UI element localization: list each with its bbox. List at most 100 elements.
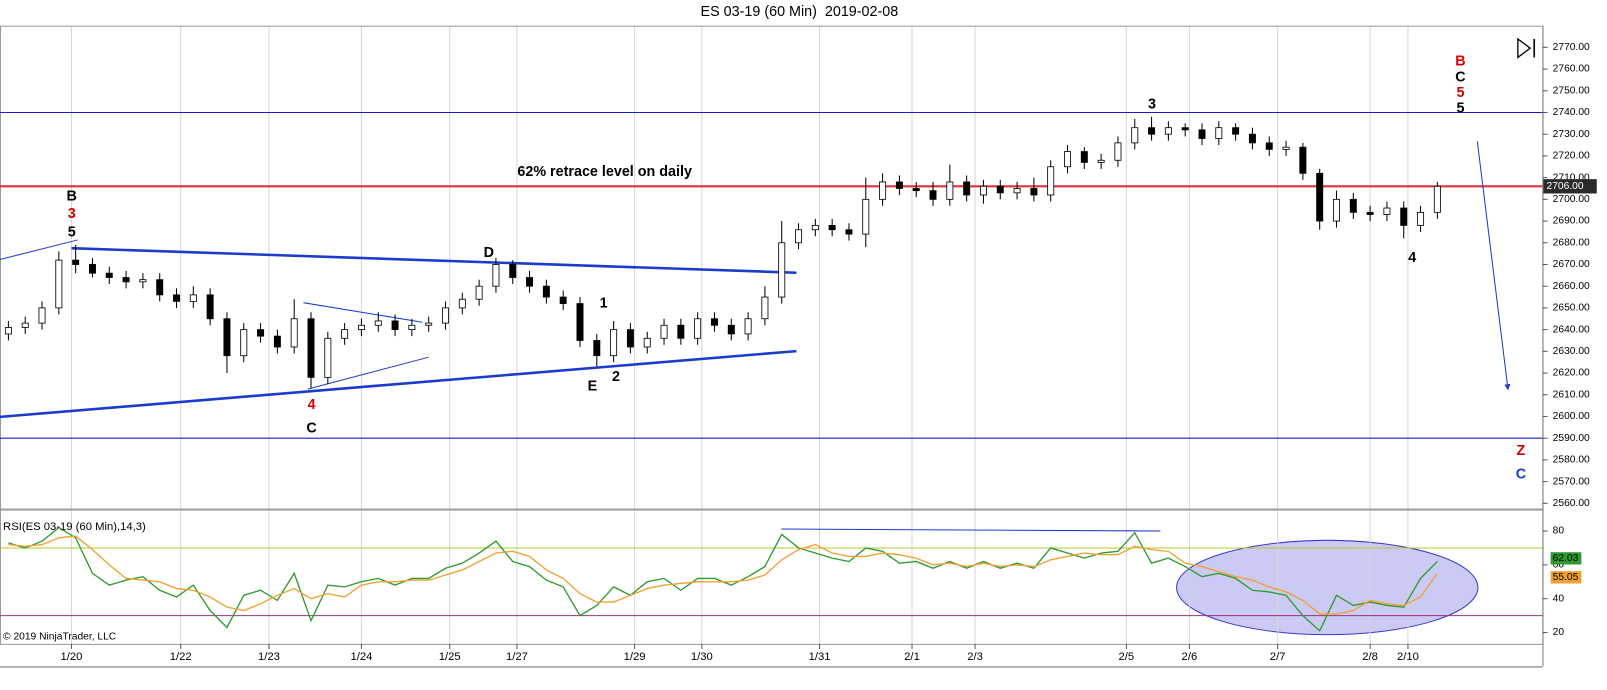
candle-body <box>324 337 332 378</box>
candle-body <box>1433 185 1441 213</box>
x-tick-label: 2/7 <box>1270 651 1286 663</box>
y-tick-label: 2730.00 <box>1553 129 1590 140</box>
wave-label: B <box>1455 53 1465 69</box>
candle-body <box>862 198 870 235</box>
candle-body <box>307 318 315 378</box>
candle-body <box>173 294 181 302</box>
candle-body <box>475 285 483 300</box>
candle-body <box>1282 146 1290 150</box>
candle-body <box>290 318 298 348</box>
candle-body <box>1248 133 1256 144</box>
candle-body <box>72 259 80 265</box>
candle-body <box>341 329 349 339</box>
candle-body <box>828 224 836 231</box>
candle-body <box>1366 211 1374 215</box>
y-tick-label: 2630.00 <box>1553 346 1590 357</box>
candle-body <box>761 296 769 320</box>
candle-body <box>1417 211 1425 226</box>
wave-label: 4 <box>1408 250 1416 266</box>
candle-body <box>996 185 1004 194</box>
chart-title: ES 03-19 (60 Min) 2019-02-08 <box>701 4 899 20</box>
candle-body <box>778 242 786 298</box>
candle-body <box>357 324 365 331</box>
y-tick-label: 60 <box>1553 560 1565 571</box>
y-tick-label: 2720.00 <box>1553 151 1590 162</box>
candle-body <box>576 303 584 341</box>
candle-body <box>593 340 601 357</box>
highlight-ellipse <box>1176 539 1479 636</box>
candle-body <box>929 190 937 200</box>
y-tick-label: 2670.00 <box>1553 259 1590 270</box>
candle-body <box>879 181 887 200</box>
y-tick-label: 2640.00 <box>1553 324 1590 335</box>
candle-body <box>946 181 954 200</box>
candle-body <box>509 264 517 278</box>
candle-body <box>189 294 197 302</box>
wave-label: 62% retrace level on daily <box>517 164 692 180</box>
candle-body <box>1064 151 1071 168</box>
wave-label: 5 <box>1456 100 1464 116</box>
y-tick-label: 2610.00 <box>1553 389 1590 400</box>
trend-line <box>0 349 797 419</box>
x-tick-label: 1/31 <box>809 651 831 663</box>
wave-label: 3 <box>1148 96 1156 112</box>
candle-body <box>1148 127 1156 135</box>
candle-body <box>206 294 214 320</box>
play-icon[interactable] <box>1517 37 1536 59</box>
trend-line <box>781 528 1161 532</box>
candle-body <box>21 322 29 328</box>
candle-body <box>610 329 618 357</box>
candle-body <box>458 298 466 309</box>
x-tick-label: 2/3 <box>967 651 983 663</box>
candle-body <box>1198 129 1206 139</box>
rsi-label: RSI(ES 03-19 (60 Min),14,3) <box>3 521 146 533</box>
candle-body <box>845 229 853 235</box>
y-tick-label: 2620.00 <box>1553 368 1590 379</box>
candle-body <box>1131 127 1139 144</box>
wave-label: 2 <box>612 369 620 385</box>
candle-body <box>273 335 281 348</box>
candle-body <box>727 324 735 335</box>
x-tick-label: 1/27 <box>506 651 528 663</box>
candle-body <box>1316 172 1324 222</box>
candle-body <box>526 277 534 287</box>
x-tick-label: 1/25 <box>439 651 461 663</box>
trend-line <box>0 239 78 260</box>
trend-line <box>303 302 423 323</box>
candle-body <box>139 279 147 283</box>
x-tick-label: 2/1 <box>904 651 920 663</box>
x-tick-label: 1/24 <box>350 651 372 663</box>
wave-label: 3 <box>68 206 76 222</box>
y-tick-label: 2770.00 <box>1553 42 1590 53</box>
play-triangle[interactable] <box>1517 37 1532 59</box>
candle-body <box>811 224 819 231</box>
y-tick-label: 2760.00 <box>1553 64 1590 75</box>
candle-body <box>1080 151 1088 163</box>
candle-body <box>1181 127 1189 131</box>
copyright: © 2019 NinjaTrader, LLC <box>3 631 117 642</box>
wave-label: 5 <box>68 225 76 241</box>
price-marker-label: 2706.00 <box>1547 181 1584 192</box>
x-tick-label: 1/30 <box>691 651 713 663</box>
y-tick-label: 2650.00 <box>1553 303 1590 314</box>
candle-body <box>1232 127 1240 135</box>
x-tick-label: 1/20 <box>60 651 82 663</box>
candle-body <box>1114 142 1122 161</box>
candle-body <box>408 324 416 331</box>
candle-body <box>105 272 113 278</box>
candle-body <box>1047 166 1055 196</box>
y-tick-label: 2560.00 <box>1553 498 1590 509</box>
wave-label: D <box>484 245 494 261</box>
candle-body <box>1215 127 1223 139</box>
candle-body <box>979 185 987 196</box>
candle-body <box>795 229 803 244</box>
candle-body <box>240 329 248 357</box>
candle-body <box>1265 142 1273 150</box>
wave-label: 4 <box>308 397 316 413</box>
candle-body <box>643 337 651 348</box>
candle-body <box>963 181 971 196</box>
x-tick-label: 2/6 <box>1182 651 1198 663</box>
candle-body <box>4 327 12 335</box>
